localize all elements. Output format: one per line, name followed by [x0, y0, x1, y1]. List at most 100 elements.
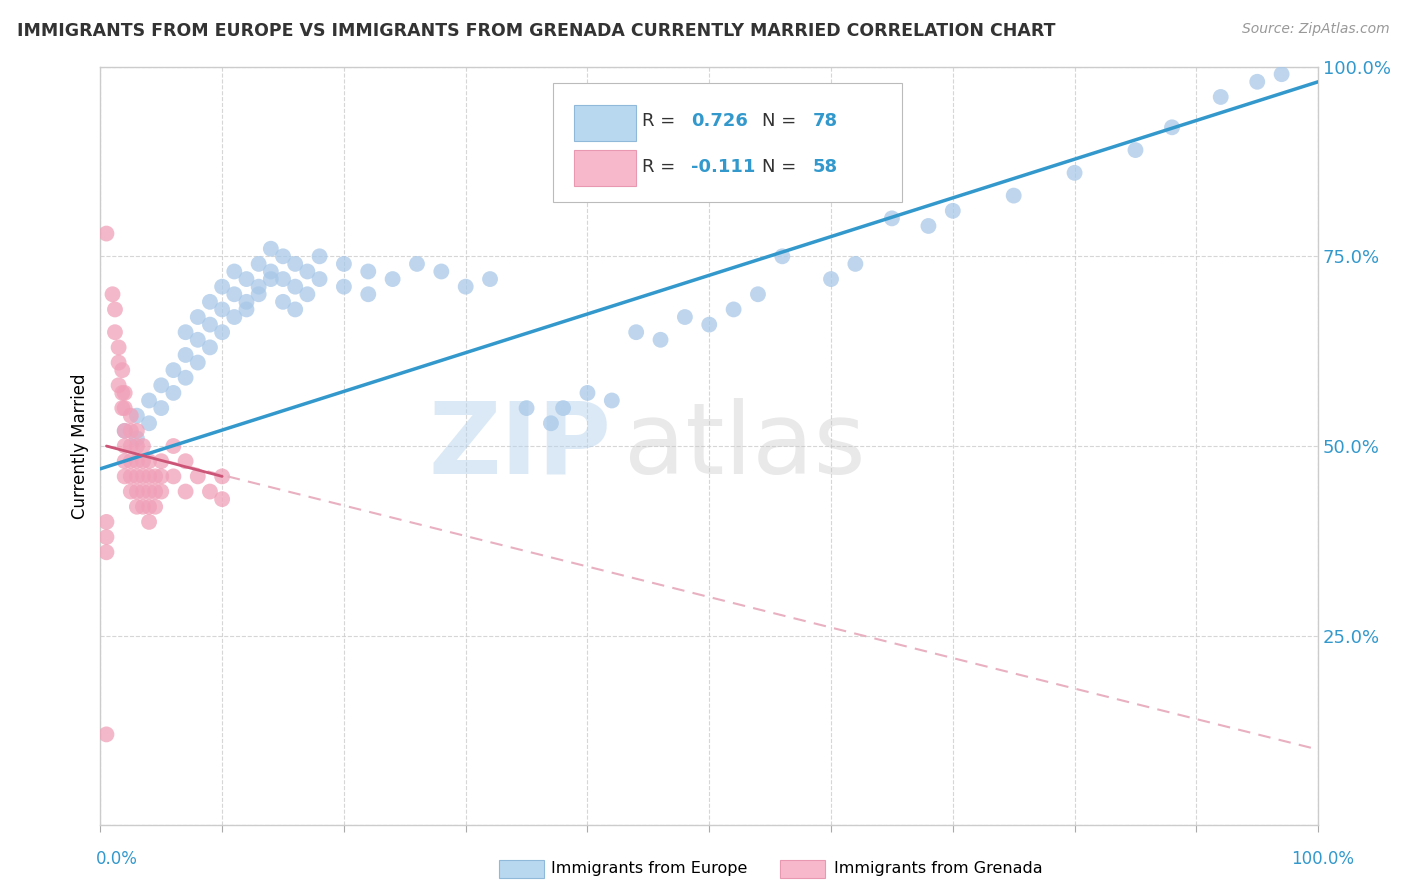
Point — [747, 287, 769, 301]
Point — [271, 249, 294, 263]
Point — [333, 257, 356, 271]
Point — [211, 325, 233, 339]
Point — [540, 417, 562, 431]
Text: IMMIGRANTS FROM EUROPE VS IMMIGRANTS FROM GRENADA CURRENTLY MARRIED CORRELATION : IMMIGRANTS FROM EUROPE VS IMMIGRANTS FRO… — [17, 22, 1056, 40]
Point — [162, 469, 184, 483]
Text: 78: 78 — [813, 112, 838, 130]
Point — [187, 333, 209, 347]
Point — [479, 272, 502, 286]
Point — [107, 378, 129, 392]
Point — [132, 439, 155, 453]
Point — [723, 302, 745, 317]
Point — [174, 348, 197, 362]
Point — [143, 469, 166, 483]
Point — [187, 469, 209, 483]
Point — [297, 264, 319, 278]
Point — [138, 484, 160, 499]
Point — [125, 424, 148, 438]
Point — [150, 378, 173, 392]
Point — [673, 310, 696, 324]
Text: 100.0%: 100.0% — [1291, 850, 1354, 868]
Point — [138, 417, 160, 431]
FancyBboxPatch shape — [554, 83, 901, 202]
Point — [125, 432, 148, 446]
Point — [1209, 90, 1232, 104]
Point — [1246, 75, 1268, 89]
Point — [138, 515, 160, 529]
Point — [174, 370, 197, 384]
Point — [101, 287, 124, 301]
Point — [211, 492, 233, 507]
Point — [576, 385, 599, 400]
Text: R =: R = — [643, 158, 682, 176]
Point — [235, 302, 257, 317]
Point — [235, 294, 257, 309]
Point — [96, 227, 118, 241]
Point — [114, 439, 136, 453]
Point — [844, 257, 866, 271]
Point — [600, 393, 623, 408]
Point — [211, 279, 233, 293]
Text: 58: 58 — [813, 158, 838, 176]
Point — [150, 469, 173, 483]
Point — [104, 325, 127, 339]
Point — [114, 454, 136, 468]
Point — [114, 401, 136, 415]
Point — [132, 500, 155, 514]
FancyBboxPatch shape — [574, 150, 636, 186]
Point — [125, 409, 148, 423]
Point — [174, 454, 197, 468]
Text: N =: N = — [762, 158, 801, 176]
Point — [308, 272, 330, 286]
Text: N =: N = — [762, 112, 801, 130]
Point — [198, 294, 221, 309]
FancyBboxPatch shape — [574, 104, 636, 141]
Text: 0.0%: 0.0% — [96, 850, 138, 868]
Point — [260, 264, 283, 278]
Point — [96, 530, 118, 544]
Point — [211, 469, 233, 483]
Point — [224, 287, 246, 301]
Point — [553, 401, 575, 415]
Text: Immigrants from Grenada: Immigrants from Grenada — [834, 862, 1042, 876]
Point — [333, 279, 356, 293]
Point — [143, 500, 166, 514]
Point — [697, 318, 720, 332]
Point — [138, 469, 160, 483]
Point — [120, 439, 142, 453]
Point — [211, 302, 233, 317]
Point — [308, 249, 330, 263]
Point — [125, 484, 148, 499]
Text: R =: R = — [643, 112, 682, 130]
Point — [120, 454, 142, 468]
Point — [114, 469, 136, 483]
Y-axis label: Currently Married: Currently Married — [72, 373, 89, 519]
Point — [114, 424, 136, 438]
Point — [1125, 143, 1147, 157]
Point — [247, 279, 270, 293]
Point — [650, 333, 672, 347]
Point — [198, 318, 221, 332]
Point — [381, 272, 404, 286]
Point — [150, 484, 173, 499]
Point — [406, 257, 429, 271]
Point — [138, 500, 160, 514]
Point — [120, 484, 142, 499]
Point — [107, 340, 129, 354]
Point — [125, 469, 148, 483]
Point — [96, 727, 118, 741]
Point — [516, 401, 538, 415]
Point — [260, 242, 283, 256]
Point — [162, 385, 184, 400]
Point — [820, 272, 842, 286]
Point — [111, 363, 134, 377]
Point — [120, 409, 142, 423]
Point — [162, 363, 184, 377]
Point — [247, 287, 270, 301]
Point — [150, 401, 173, 415]
Point — [224, 310, 246, 324]
Point — [187, 355, 209, 369]
Point — [942, 203, 965, 218]
Point — [174, 484, 197, 499]
Point — [260, 272, 283, 286]
